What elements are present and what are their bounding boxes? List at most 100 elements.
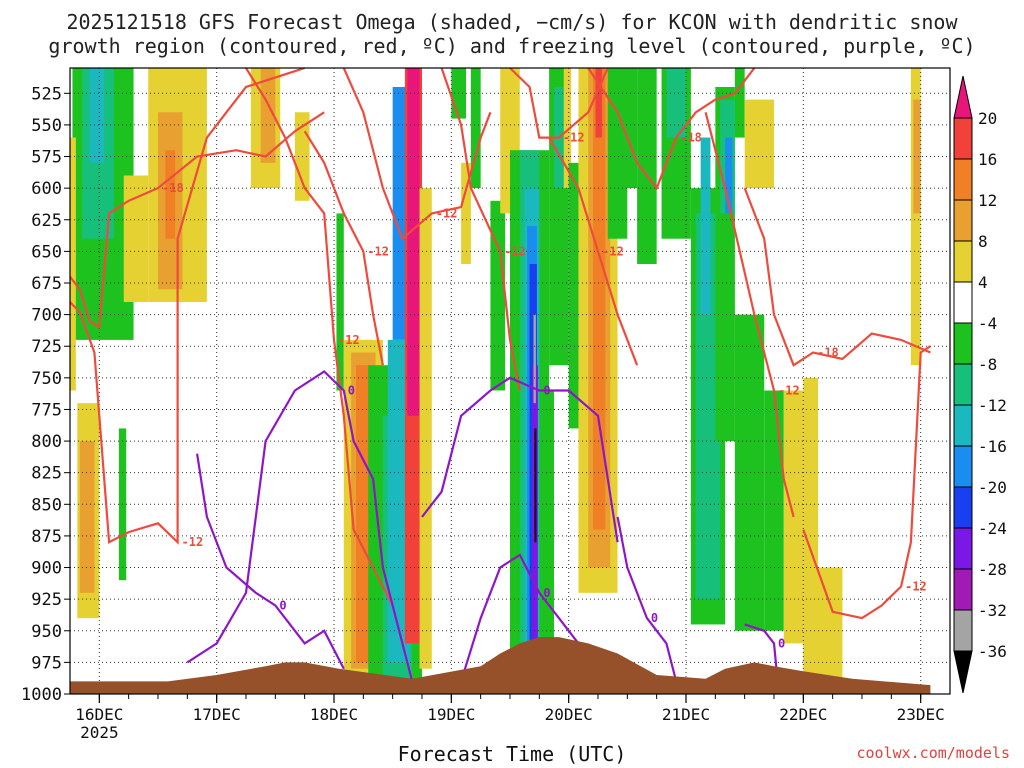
omega-cell-22 [392,86,408,340]
colorbar-label-2: 12 [978,191,997,210]
omega-cell-63 [783,390,804,644]
terrain [70,637,931,694]
x-tick-label-4: 20DEC [545,705,593,724]
dgz-contour-label-4: -12 [436,206,458,220]
freezing-contour-line-1 [196,453,345,670]
colorbar-label-9: -20 [978,478,1007,497]
omega-cell-26 [461,162,471,265]
colorbar-band-8 [953,404,973,447]
omega-cell-62 [744,99,774,189]
omega-cell-55 [700,137,711,315]
y-tick-label-2: 575 [31,148,62,168]
y-tick-label-4: 625 [31,211,62,231]
freezing-contour-label-1: 0 [279,598,286,612]
y-tick-label-8: 725 [31,337,62,357]
colorbar-band-2 [953,158,973,201]
omega-cell-52 [666,68,686,138]
y-tick-label-6: 675 [31,274,62,294]
omega-cell-38 [534,428,537,543]
omega-cell-21 [387,339,410,663]
y-tick-label-10: 775 [31,400,62,420]
colorbar-band-7 [953,363,973,406]
omega-cell-50 [637,68,657,265]
y-tick-label-5: 650 [31,242,62,262]
y-tick-label-19: 1000 [21,685,62,705]
colorbar-label-4: 4 [978,273,988,292]
omega-cell-61 [764,390,784,631]
y-tick-label-7: 700 [31,306,62,326]
dgz-contour-line-11 [802,345,931,620]
x-tick-label-5: 21DEC [662,705,710,724]
omega-cell-49 [622,68,638,189]
x-tick-label-0: 16DEC [75,705,123,724]
credit-link[interactable]: coolwx.com/models [856,744,1010,762]
omega-cell-14 [336,213,344,391]
colorbar-band-12 [953,568,973,611]
colorbar-label-12: -32 [978,601,1007,620]
freezing-contours: 0 0 0 0 0 0 [186,370,785,694]
omega-cell-25 [419,188,432,669]
y-tick-label-18: 975 [31,653,62,673]
freezing-contour-line-3 [421,376,619,543]
freezing-contour-line-4 [616,516,678,682]
dgz-contour-line-2 [245,68,394,607]
omega-cell-24 [407,68,420,416]
dgz-contour-label-11: -12 [905,580,927,594]
y-tick-label-3: 600 [31,179,62,199]
omega-cell-66 [910,68,921,366]
freezing-contour-label-0: 0 [348,383,355,397]
freezing-contour-line-0 [186,370,414,682]
colorbar-label-8: -16 [978,437,1007,456]
y-tick-label-12: 825 [31,464,62,484]
colorbar-label-3: 8 [978,232,988,251]
y-tick-label-16: 925 [31,590,62,610]
dgz-contour-label-9: -12 [778,383,800,397]
omega-shading [70,68,921,682]
omega-cell-2 [89,68,105,163]
y-tick-label-11: 800 [31,432,62,452]
dgz-contour-label-1: -18 [162,181,184,195]
dgz-contour-label-2: -12 [338,333,360,347]
omega-cell-58 [725,137,733,214]
dgz-contour-label-6: -12 [563,131,585,145]
x-tick-label-1: 17DEC [193,705,241,724]
omega-cell-42 [563,68,572,189]
colorbar-band-1 [953,117,973,160]
dgz-contour-line-4 [342,68,492,241]
dgz-contour-line-8 [587,68,756,191]
omega-cell-5 [79,441,95,593]
dgz-contour-line-9 [704,112,795,518]
dgz-contour-line-3 [303,130,384,366]
y-tick-label-1: 550 [31,116,62,136]
dgz-contour-line-7 [548,137,639,366]
dgz-contour-line-1 [70,111,325,330]
omega-cell-60 [734,314,765,631]
y-tick-label-9: 750 [31,369,62,389]
dgz-contour-label-0: -12 [182,535,204,549]
x-tick-label-6: 22DEC [779,705,827,724]
freezing-contour-label-2: 0 [543,586,550,600]
colorbar-label-1: 16 [978,150,997,169]
colorbar-band-13 [953,609,973,652]
colorbar-band-0 [953,75,973,119]
dgz-contour-label-7: -12 [602,244,624,258]
colorbar-band-6 [953,322,973,365]
y-tick-label-13: 850 [31,495,62,515]
freezing-contour-label-3: 0 [543,383,550,397]
colorbar-label-0: 20 [978,109,997,128]
dgz-contour-line-5 [440,68,521,391]
x-tick-sublabel-0: 2025 [80,723,119,742]
omega-cell-12 [260,68,276,163]
omega-cell-59 [734,68,745,138]
omega-cell-10 [165,150,176,239]
x-tick-label-7: 23DEC [897,705,945,724]
colorbar-band-3 [953,199,973,242]
terrain-fill [70,637,931,694]
freezing-contour-line-2 [460,553,590,694]
chart-title-line-2: growth region (contoured, red, ºC) and f… [48,34,976,58]
dgz-contours: -12 -18 -12 -12 -12 -12 -12 -12 -18 -12 -18 -12 [70,68,931,620]
y-tick-label-0: 525 [31,84,62,104]
colorbar-label-6: -8 [978,355,997,374]
omega-cell-3 [70,137,76,391]
